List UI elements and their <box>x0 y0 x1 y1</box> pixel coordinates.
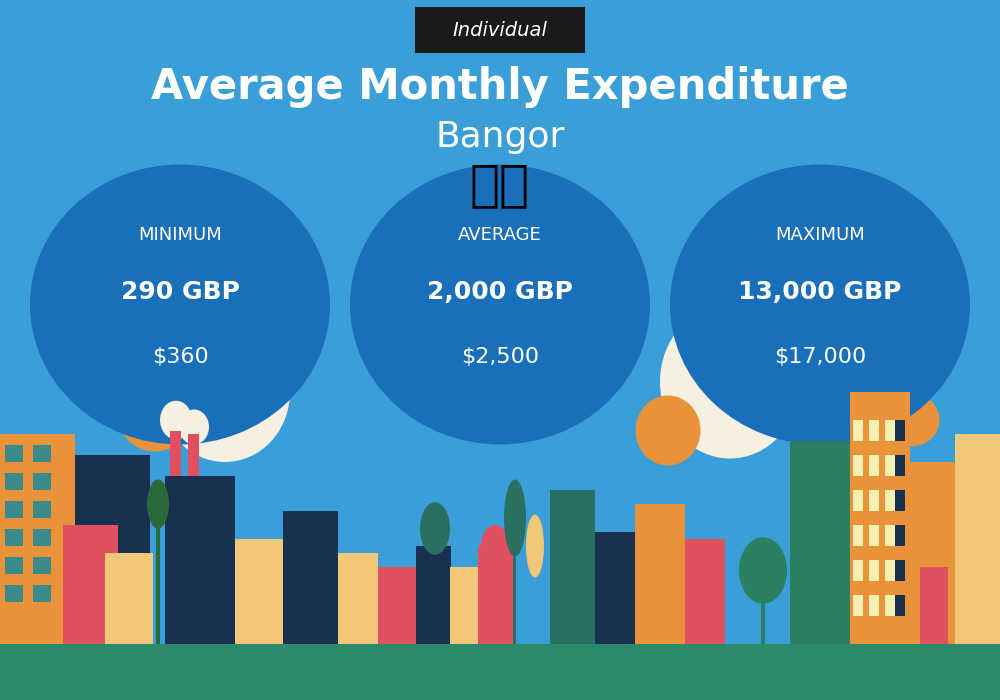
Ellipse shape <box>350 164 650 444</box>
Bar <box>416 546 451 644</box>
Text: MINIMUM: MINIMUM <box>138 225 222 244</box>
Bar <box>550 490 595 644</box>
Ellipse shape <box>420 503 450 554</box>
Ellipse shape <box>660 304 800 458</box>
Bar <box>63 525 118 644</box>
Ellipse shape <box>160 400 192 440</box>
Bar <box>920 567 948 644</box>
Bar <box>869 420 879 441</box>
Ellipse shape <box>670 164 970 444</box>
Bar <box>895 595 905 616</box>
Bar <box>853 560 863 581</box>
Ellipse shape <box>147 480 169 528</box>
Ellipse shape <box>885 393 940 447</box>
Bar <box>885 490 895 511</box>
Text: 13,000 GBP: 13,000 GBP <box>738 280 902 304</box>
Bar <box>33 556 51 574</box>
Bar <box>513 532 516 644</box>
Ellipse shape <box>526 514 544 578</box>
Bar <box>33 500 51 518</box>
Bar <box>853 595 863 616</box>
Bar <box>885 420 895 441</box>
Bar <box>790 441 850 644</box>
FancyBboxPatch shape <box>415 8 585 53</box>
Ellipse shape <box>636 395 700 466</box>
Bar <box>5 528 23 546</box>
Text: 2,000 GBP: 2,000 GBP <box>427 280 573 304</box>
Text: $360: $360 <box>152 347 208 367</box>
Bar <box>75 455 150 644</box>
Bar <box>910 462 955 644</box>
Bar <box>895 455 905 476</box>
Text: Average Monthly Expenditure: Average Monthly Expenditure <box>151 66 849 108</box>
Bar <box>869 525 879 546</box>
Bar <box>478 546 513 644</box>
Bar <box>685 539 725 644</box>
Bar <box>853 490 863 511</box>
Text: AVERAGE: AVERAGE <box>458 225 542 244</box>
Bar <box>5 584 23 602</box>
Bar <box>885 595 895 616</box>
Ellipse shape <box>739 538 787 603</box>
Ellipse shape <box>120 389 190 452</box>
Ellipse shape <box>504 480 526 556</box>
Bar <box>5 500 23 518</box>
Bar <box>5 556 23 574</box>
Bar <box>895 560 905 581</box>
Text: 290 GBP: 290 GBP <box>121 280 239 304</box>
Bar <box>895 490 905 511</box>
Bar <box>0 644 1000 700</box>
Bar <box>885 560 895 581</box>
Bar <box>955 434 1000 644</box>
Ellipse shape <box>30 164 330 444</box>
Bar <box>156 511 160 644</box>
Bar <box>869 455 879 476</box>
Bar <box>635 504 685 644</box>
Bar <box>885 525 895 546</box>
Bar <box>188 434 199 476</box>
Bar <box>5 473 23 490</box>
Text: $17,000: $17,000 <box>774 347 866 367</box>
Bar <box>895 420 905 441</box>
Bar <box>0 434 75 644</box>
Text: MAXIMUM: MAXIMUM <box>775 225 865 244</box>
Bar <box>853 455 863 476</box>
Bar <box>885 455 895 476</box>
Bar <box>338 553 378 644</box>
Bar <box>853 525 863 546</box>
Bar <box>869 490 879 511</box>
Bar <box>853 420 863 441</box>
Bar <box>33 444 51 462</box>
Text: $2,500: $2,500 <box>461 347 539 367</box>
Bar <box>450 567 480 644</box>
Bar <box>33 584 51 602</box>
Bar <box>33 528 51 546</box>
Ellipse shape <box>179 410 209 444</box>
Bar <box>869 595 879 616</box>
Bar <box>869 560 879 581</box>
Bar <box>170 430 181 476</box>
Ellipse shape <box>160 322 290 462</box>
Text: Bangor: Bangor <box>435 120 565 153</box>
Bar <box>850 392 910 644</box>
Text: Individual: Individual <box>453 20 547 40</box>
Bar <box>283 511 338 644</box>
Bar <box>235 539 283 644</box>
Bar <box>33 473 51 490</box>
Ellipse shape <box>481 525 509 567</box>
Bar <box>105 553 153 644</box>
Bar <box>761 574 765 644</box>
Bar <box>5 444 23 462</box>
Bar <box>595 532 635 644</box>
Bar <box>165 476 235 644</box>
Bar <box>895 525 905 546</box>
Bar <box>378 567 416 644</box>
Text: 🇬🇧: 🇬🇧 <box>470 162 530 209</box>
